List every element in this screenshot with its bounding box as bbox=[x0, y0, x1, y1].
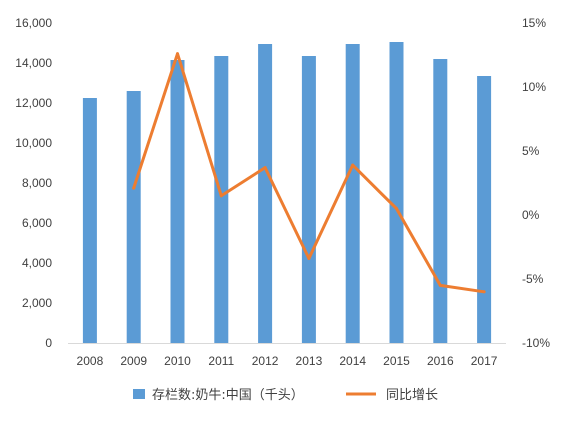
y-right-tick-label: -5% bbox=[522, 272, 544, 286]
y-left-tick-label: 6,000 bbox=[22, 216, 52, 230]
bar-2014 bbox=[345, 44, 360, 343]
bar-2009 bbox=[126, 91, 141, 343]
y-right-tick-label: 5% bbox=[522, 144, 540, 158]
bar-2015 bbox=[389, 42, 404, 343]
line-point-2011 bbox=[219, 194, 223, 198]
bar-2010 bbox=[170, 60, 185, 343]
line-point-2010 bbox=[176, 52, 179, 56]
x-tick-label: 2015 bbox=[383, 354, 410, 368]
x-tick-label: 2008 bbox=[77, 354, 104, 368]
bar-2012 bbox=[258, 44, 273, 343]
line-point-2009 bbox=[132, 186, 136, 190]
y-right-tick-label: 10% bbox=[522, 80, 546, 94]
y-right-tick-labels: -10% -5% 0% 5% 10% 15% bbox=[522, 16, 550, 350]
x-tick-label: 2016 bbox=[427, 354, 454, 368]
bar-2016 bbox=[433, 59, 448, 343]
x-tick-label: 2017 bbox=[471, 354, 498, 368]
bar-2013 bbox=[301, 56, 316, 343]
x-tick-label: 2013 bbox=[296, 354, 323, 368]
x-tick-label: 2014 bbox=[339, 354, 366, 368]
bar-2011 bbox=[214, 56, 229, 343]
line-point-2013 bbox=[307, 257, 311, 261]
legend-label-line: 同比增长 bbox=[386, 388, 438, 403]
y-left-tick-label: 4,000 bbox=[22, 256, 52, 270]
x-tick-label: 2009 bbox=[120, 354, 147, 368]
bar-series bbox=[82, 42, 492, 343]
line-point-2014 bbox=[351, 163, 355, 167]
x-tick-label: 2010 bbox=[164, 354, 191, 368]
y-left-tick-label: 12,000 bbox=[15, 96, 52, 110]
legend: 存栏数:奶牛:中国（千头） 同比增长 bbox=[133, 388, 438, 403]
y-left-tick-label: 10,000 bbox=[15, 136, 52, 150]
y-right-tick-label: -10% bbox=[522, 336, 550, 350]
line-point-2016 bbox=[438, 283, 442, 287]
y-left-tick-label: 14,000 bbox=[15, 56, 52, 70]
y-right-tick-label: 0% bbox=[522, 208, 540, 222]
line-point-2015 bbox=[395, 207, 398, 211]
line-point-2017 bbox=[482, 290, 486, 294]
y-left-tick-label: 16,000 bbox=[15, 16, 52, 30]
y-left-tick-label: 2,000 bbox=[22, 296, 52, 310]
x-tick-label: 2012 bbox=[252, 354, 279, 368]
bar-2008 bbox=[82, 98, 97, 343]
bar-2017 bbox=[477, 76, 492, 343]
y-left-tick-labels: 0 2,000 4,000 6,000 8,000 10,000 12,000 14,000 1… bbox=[15, 16, 52, 350]
x-tick-labels: 2008 2009 2010 2011 2012 2013 2014 2015 2016 2017 bbox=[77, 354, 498, 368]
legend-swatch-bar bbox=[133, 389, 145, 399]
x-tick-label: 2011 bbox=[208, 354, 234, 368]
y-left-tick-label: 8,000 bbox=[22, 176, 52, 190]
line-point-2012 bbox=[263, 166, 267, 170]
line-series bbox=[132, 52, 486, 294]
y-left-tick-label: 0 bbox=[45, 336, 52, 350]
legend-label-bar: 存栏数:奶牛:中国（千头） bbox=[152, 388, 304, 403]
y-right-tick-label: 15% bbox=[522, 16, 546, 30]
